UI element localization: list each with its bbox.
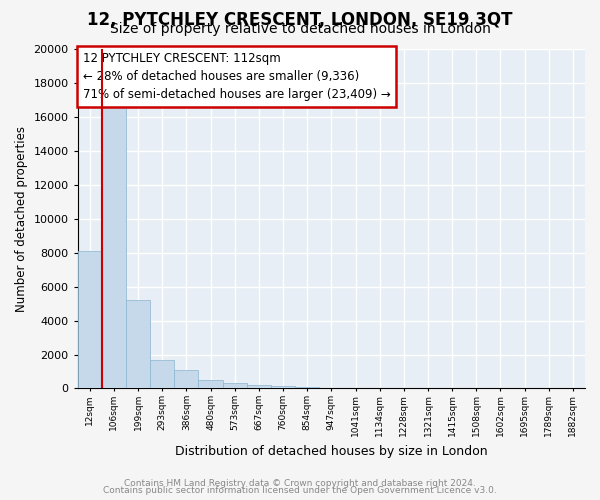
- Bar: [295, 387, 319, 388]
- Text: Size of property relative to detached houses in London: Size of property relative to detached ho…: [110, 22, 490, 36]
- Text: Contains public sector information licensed under the Open Government Licence v3: Contains public sector information licen…: [103, 486, 497, 495]
- Bar: [199, 380, 223, 388]
- Bar: [175, 370, 199, 388]
- Bar: [150, 360, 175, 388]
- Text: Contains HM Land Registry data © Crown copyright and database right 2024.: Contains HM Land Registry data © Crown c…: [124, 478, 476, 488]
- Bar: [247, 385, 271, 388]
- Y-axis label: Number of detached properties: Number of detached properties: [15, 126, 28, 312]
- Bar: [223, 384, 247, 388]
- Text: 12, PYTCHLEY CRESCENT, LONDON, SE19 3QT: 12, PYTCHLEY CRESCENT, LONDON, SE19 3QT: [87, 11, 513, 29]
- Bar: [78, 251, 102, 388]
- X-axis label: Distribution of detached houses by size in London: Distribution of detached houses by size …: [175, 444, 488, 458]
- Bar: [126, 300, 150, 388]
- Bar: [271, 386, 295, 388]
- Bar: [102, 100, 126, 388]
- Text: 12 PYTCHLEY CRESCENT: 112sqm
← 28% of detached houses are smaller (9,336)
71% of: 12 PYTCHLEY CRESCENT: 112sqm ← 28% of de…: [83, 52, 391, 102]
